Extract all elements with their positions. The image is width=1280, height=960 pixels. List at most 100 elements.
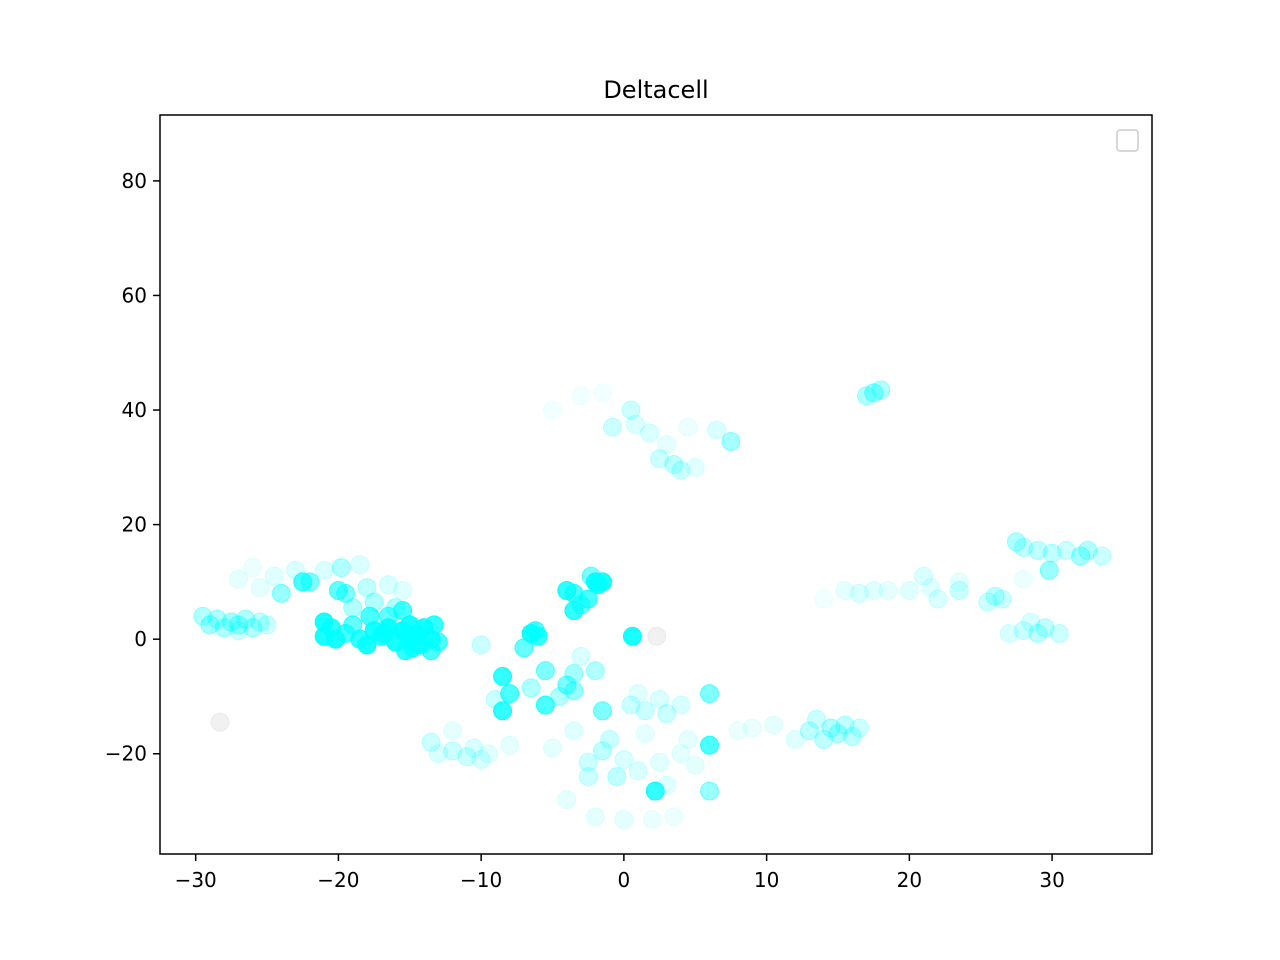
data-point: [707, 420, 727, 440]
data-point: [814, 729, 834, 749]
chart-title: Deltacell: [603, 76, 708, 104]
data-point: [500, 684, 520, 704]
data-point: [807, 709, 827, 729]
data-point: [785, 729, 805, 749]
data-point: [443, 741, 463, 761]
data-point: [357, 578, 377, 598]
data-point: [607, 767, 627, 787]
data-point: [571, 386, 591, 406]
data-point: [364, 592, 384, 612]
data-point: [671, 695, 691, 715]
y-tick-label: 80: [122, 169, 147, 193]
data-point: [1035, 618, 1055, 638]
data-point: [257, 615, 277, 635]
data-point: [585, 661, 605, 681]
data-point: [557, 675, 577, 695]
data-point: [464, 738, 484, 758]
data-point: [842, 727, 862, 747]
data-point: [543, 400, 563, 420]
x-tick-label: −20: [317, 868, 359, 892]
data-point: [664, 807, 684, 827]
data-point: [1039, 560, 1059, 580]
data-point: [1014, 538, 1034, 558]
data-point: [535, 661, 555, 681]
data-point: [236, 609, 256, 629]
data-point: [221, 612, 241, 632]
data-point: [210, 712, 230, 732]
data-point: [428, 632, 448, 652]
data-point: [849, 718, 869, 738]
data-points: [193, 380, 1112, 830]
data-point: [635, 724, 655, 744]
data-point: [678, 729, 698, 749]
data-point: [1042, 543, 1062, 563]
data-point: [857, 386, 877, 406]
data-point: [835, 715, 855, 735]
data-point: [1049, 623, 1069, 643]
data-point: [835, 580, 855, 600]
data-point: [928, 589, 948, 609]
data-point: [493, 666, 513, 686]
data-point: [1014, 621, 1034, 641]
data-point: [721, 432, 741, 452]
data-point: [645, 781, 665, 801]
x-tick-label: −30: [175, 868, 217, 892]
data-point: [621, 400, 641, 420]
data-point: [428, 744, 448, 764]
data-point: [647, 626, 667, 646]
data-point: [678, 417, 698, 437]
data-point: [485, 689, 505, 709]
data-point: [578, 752, 598, 772]
data-point: [557, 790, 577, 810]
data-point: [949, 572, 969, 592]
data-point: [685, 457, 705, 477]
data-point: [264, 566, 284, 586]
data-point: [374, 623, 394, 643]
x-tick-label: 0: [618, 868, 631, 892]
data-point: [657, 775, 677, 795]
data-point: [1028, 540, 1048, 560]
data-point: [657, 704, 677, 724]
data-point: [550, 686, 570, 706]
data-point: [578, 589, 598, 609]
x-tick-label: 20: [897, 868, 922, 892]
data-point: [200, 615, 220, 635]
data-point: [424, 615, 444, 635]
data-point: [828, 724, 848, 744]
data-point: [331, 558, 351, 578]
y-tick-label: 0: [134, 627, 147, 651]
data-point: [635, 701, 655, 721]
data-point: [878, 580, 898, 600]
data-point: [592, 383, 612, 403]
data-point: [300, 572, 320, 592]
y-tick-label: 40: [122, 398, 147, 422]
data-point: [700, 735, 720, 755]
data-point: [650, 689, 670, 709]
data-point: [378, 575, 398, 595]
data-point: [614, 749, 634, 769]
data-point: [728, 721, 748, 741]
data-point: [1021, 612, 1041, 632]
data-point: [514, 638, 534, 658]
data-point: [578, 767, 598, 787]
data-point: [343, 598, 363, 618]
data-point: [849, 583, 869, 603]
y-tick-label: 20: [122, 513, 147, 537]
data-point: [657, 434, 677, 454]
data-point: [1071, 546, 1091, 566]
data-point: [229, 615, 249, 635]
data-point: [403, 638, 423, 658]
data-point: [600, 729, 620, 749]
data-point: [421, 732, 441, 752]
data-point: [500, 735, 520, 755]
data-point: [799, 721, 819, 741]
data-point: [360, 606, 380, 626]
y-tick-label: 60: [122, 283, 147, 307]
data-point: [640, 423, 660, 443]
data-point: [625, 414, 645, 434]
data-point: [336, 583, 356, 603]
data-point: [864, 580, 884, 600]
data-point: [271, 583, 291, 603]
data-point: [1028, 623, 1048, 643]
